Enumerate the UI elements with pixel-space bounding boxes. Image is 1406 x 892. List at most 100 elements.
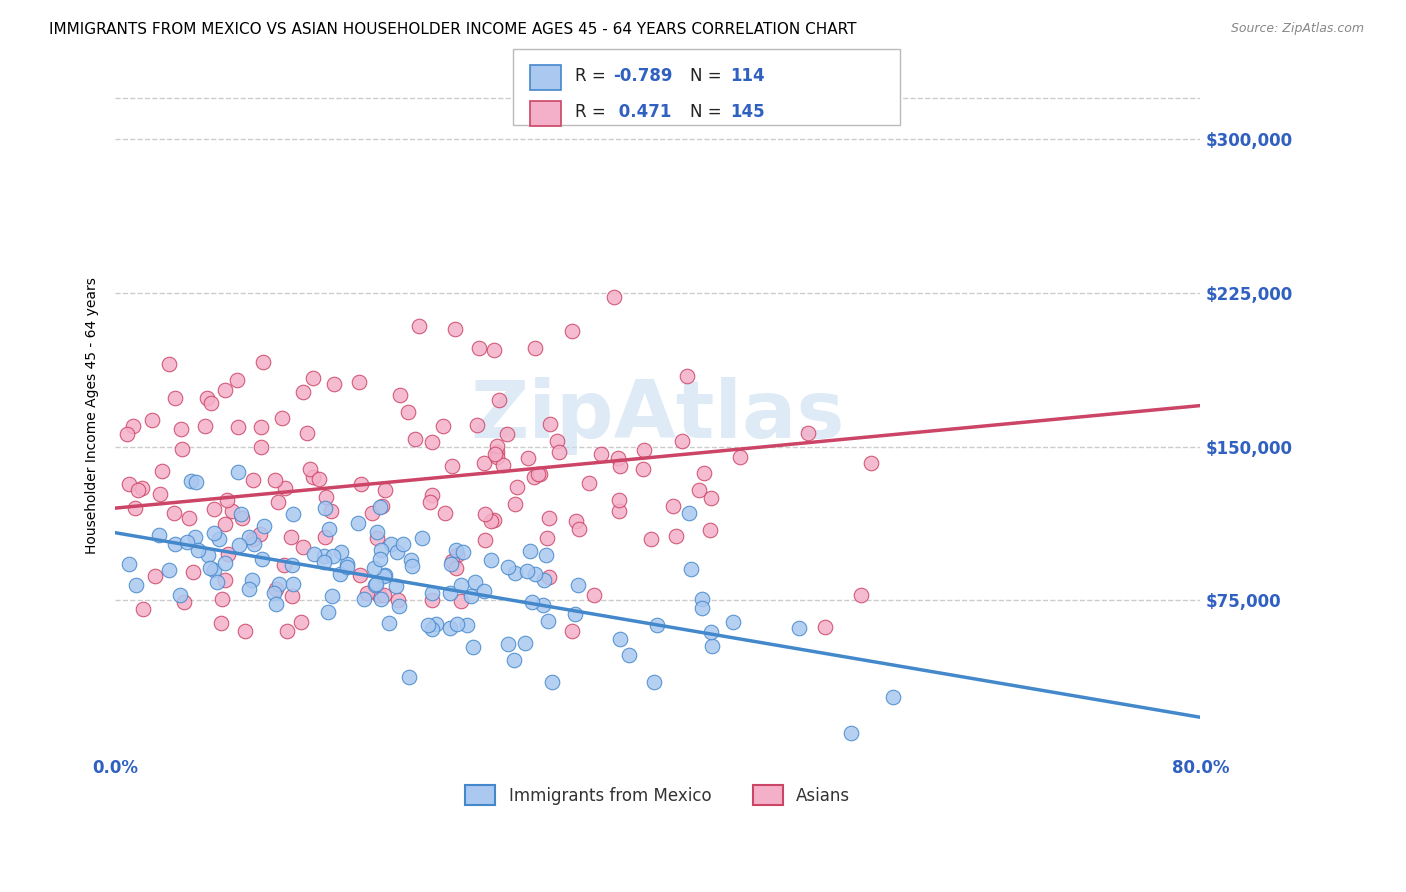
Point bbox=[882, 690, 904, 704]
Point bbox=[253, 519, 276, 533]
Point bbox=[450, 594, 472, 608]
Point bbox=[690, 592, 713, 607]
Point bbox=[568, 521, 591, 535]
Point bbox=[315, 490, 337, 504]
Point bbox=[318, 522, 340, 536]
Point bbox=[366, 532, 388, 546]
Point bbox=[374, 483, 396, 497]
Point bbox=[264, 473, 287, 487]
Point bbox=[200, 396, 222, 410]
Point bbox=[157, 563, 180, 577]
Y-axis label: Householder Income Ages 45 - 64 years: Householder Income Ages 45 - 64 years bbox=[86, 277, 100, 554]
Point bbox=[633, 442, 655, 457]
Text: 0.471: 0.471 bbox=[613, 103, 672, 120]
Point bbox=[536, 615, 558, 629]
Point bbox=[165, 391, 187, 405]
Point bbox=[662, 500, 685, 514]
Point bbox=[700, 491, 723, 505]
Point bbox=[214, 573, 236, 587]
Point bbox=[132, 601, 155, 615]
Point bbox=[198, 561, 221, 575]
Point bbox=[609, 632, 631, 647]
Point bbox=[347, 516, 370, 530]
Point bbox=[127, 483, 149, 497]
Point bbox=[264, 597, 287, 611]
Point bbox=[561, 624, 583, 639]
Text: ZipAtlas: ZipAtlas bbox=[471, 376, 845, 455]
Point bbox=[226, 465, 249, 479]
Point bbox=[373, 588, 395, 602]
Point bbox=[700, 625, 723, 640]
Point bbox=[640, 532, 662, 546]
Point bbox=[388, 599, 411, 614]
Point bbox=[546, 434, 568, 448]
Point bbox=[353, 591, 375, 606]
Text: -0.789: -0.789 bbox=[613, 67, 672, 85]
Point bbox=[250, 420, 273, 434]
Point bbox=[124, 501, 146, 516]
Point bbox=[456, 618, 478, 632]
Point bbox=[692, 467, 714, 481]
Point bbox=[496, 426, 519, 441]
Point bbox=[503, 497, 526, 511]
Point bbox=[115, 427, 138, 442]
Point bbox=[420, 434, 443, 449]
Point bbox=[389, 388, 412, 402]
Point bbox=[531, 598, 554, 612]
Point bbox=[536, 548, 558, 562]
Point bbox=[202, 525, 225, 540]
Point bbox=[380, 537, 402, 551]
Point bbox=[425, 617, 447, 632]
Point bbox=[385, 545, 408, 559]
Point bbox=[370, 542, 392, 557]
Point bbox=[214, 383, 236, 397]
Point bbox=[589, 447, 612, 461]
Point bbox=[312, 549, 335, 564]
Point bbox=[330, 544, 353, 558]
Point bbox=[184, 475, 207, 489]
Point bbox=[541, 674, 564, 689]
Point bbox=[607, 492, 630, 507]
Point bbox=[252, 355, 274, 369]
Point bbox=[603, 290, 626, 304]
Point bbox=[387, 593, 409, 607]
Point bbox=[169, 588, 191, 602]
Point bbox=[249, 440, 271, 454]
Point bbox=[163, 506, 186, 520]
Point bbox=[314, 500, 336, 515]
Point bbox=[290, 615, 312, 630]
Point bbox=[205, 575, 228, 590]
Point bbox=[197, 549, 219, 563]
Point bbox=[180, 474, 202, 488]
Point bbox=[671, 434, 693, 449]
Point bbox=[194, 419, 217, 434]
Point bbox=[522, 470, 544, 484]
Point bbox=[229, 507, 252, 521]
Point bbox=[378, 615, 401, 630]
Point bbox=[484, 447, 506, 461]
Point bbox=[211, 591, 233, 606]
Point bbox=[368, 552, 391, 566]
Point bbox=[274, 481, 297, 495]
Point bbox=[420, 622, 443, 636]
Point bbox=[316, 606, 339, 620]
Point bbox=[444, 322, 467, 336]
Point bbox=[391, 537, 413, 551]
Point bbox=[281, 508, 304, 522]
Point bbox=[143, 569, 166, 583]
Point bbox=[228, 419, 250, 434]
Point bbox=[440, 554, 463, 568]
Point bbox=[567, 578, 589, 592]
Point bbox=[312, 555, 335, 569]
Point bbox=[217, 493, 239, 508]
Point bbox=[416, 618, 439, 632]
Point bbox=[404, 432, 426, 446]
Point bbox=[280, 530, 302, 544]
Point bbox=[488, 392, 510, 407]
Point bbox=[492, 458, 515, 472]
Point bbox=[474, 507, 496, 521]
Point bbox=[238, 530, 260, 544]
Point bbox=[446, 548, 468, 562]
Point bbox=[496, 637, 519, 651]
Point bbox=[349, 568, 371, 582]
